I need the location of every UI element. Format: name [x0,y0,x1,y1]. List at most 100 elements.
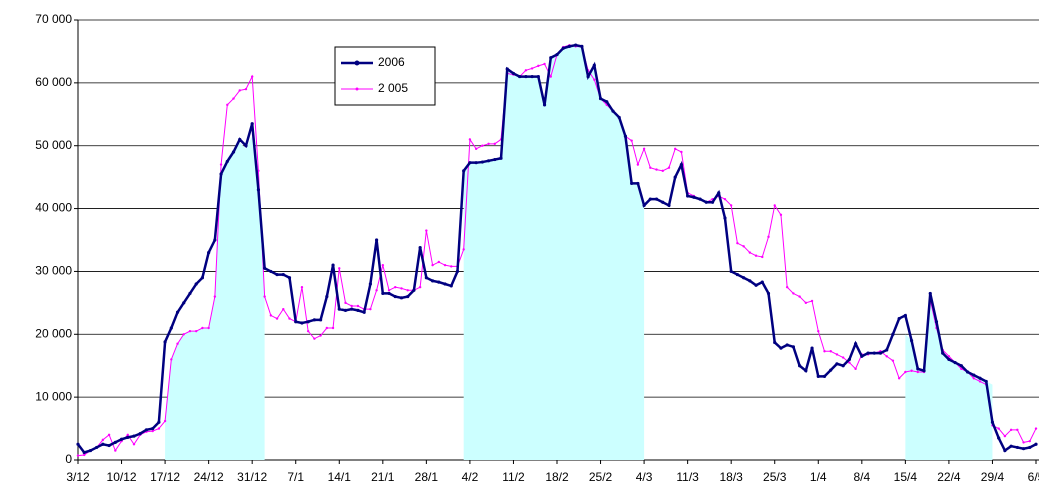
point [928,291,932,296]
point [841,364,845,368]
point [891,332,895,336]
point [885,355,888,358]
point [997,436,1001,440]
point [748,279,752,283]
point [288,317,291,320]
point [779,346,783,350]
legend-marker [354,60,360,66]
point [163,340,167,344]
point [82,450,86,455]
point [667,166,671,169]
point [231,150,236,154]
point [126,435,130,439]
point [1034,427,1038,430]
legend-marker [355,87,359,91]
point [841,356,845,359]
point [754,254,758,257]
point [872,351,876,355]
point [175,310,180,314]
point [761,255,764,259]
point [144,428,149,432]
point [369,307,372,311]
x-tick-label: 28/1 [415,470,439,484]
point [356,304,360,308]
point [530,67,534,70]
point [655,168,658,171]
point [232,97,235,100]
point [474,161,478,165]
point [213,295,217,298]
point [107,443,111,448]
point [487,142,490,146]
point [916,367,920,371]
point [922,369,926,373]
point [462,169,466,173]
point [910,369,913,372]
point [474,147,478,151]
y-tick-label: 40 000 [35,201,72,215]
point [792,292,795,295]
point [151,429,154,433]
point [294,320,298,324]
x-tick-label: 31/12 [237,470,267,484]
legend-label: 2006 [378,55,405,69]
point [549,56,553,60]
point [817,329,820,333]
point [263,266,267,270]
point [885,348,889,352]
point [642,147,646,151]
point [375,289,378,292]
point [169,326,173,330]
point [281,272,285,277]
point [835,362,839,366]
point [1022,441,1025,444]
point [984,379,988,384]
point [978,376,982,380]
point [518,74,522,79]
point [226,103,229,107]
point [431,263,434,267]
point [468,138,472,141]
point [163,419,167,423]
point [400,287,403,290]
x-tick-label: 10/12 [107,470,137,484]
point [766,291,771,296]
point [661,200,665,204]
point [1003,448,1007,453]
point [642,203,646,208]
point [785,343,789,347]
point [325,326,329,330]
point [207,326,210,330]
point [88,448,93,453]
point [76,442,80,446]
point [829,368,833,372]
point [481,144,484,147]
point [306,329,310,333]
point [119,437,124,441]
point [767,235,770,239]
point [406,294,410,299]
x-tick-label: 4/2 [462,470,479,484]
point [343,308,348,312]
point [319,334,322,337]
point [319,318,323,322]
point [661,169,664,173]
point [636,163,640,166]
point [1028,445,1032,450]
point [225,159,229,164]
y-tick-label: 10 000 [35,389,72,403]
point [710,200,715,204]
x-tick-label: 15/4 [894,470,918,484]
point [250,75,254,78]
point [418,245,422,250]
point [170,358,173,361]
point [623,134,628,138]
point [200,276,205,280]
point [505,67,509,71]
point [891,359,895,362]
point [779,213,783,217]
point [542,103,547,107]
point [810,346,814,350]
point [1003,434,1007,438]
point [835,353,839,356]
